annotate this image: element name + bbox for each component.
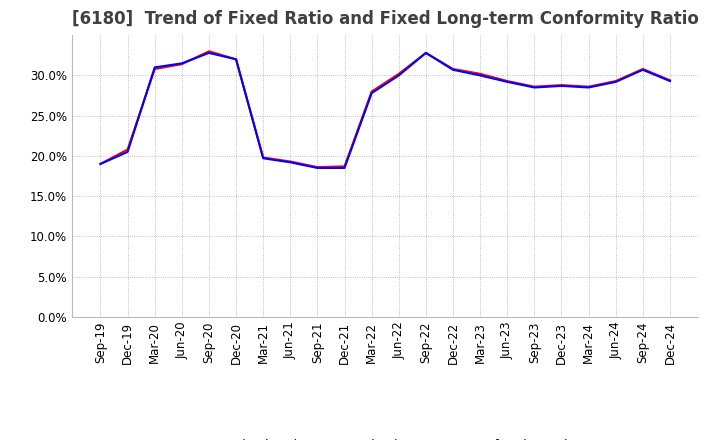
Fixed Ratio <box>204 50 213 55</box>
Fixed Ratio <box>259 156 268 161</box>
Fixed Long-term Conformity Ratio <box>557 82 566 88</box>
Fixed Ratio <box>150 65 159 70</box>
Fixed Ratio <box>476 73 485 78</box>
Fixed Ratio <box>313 165 322 171</box>
Fixed Long-term Conformity Ratio <box>232 57 240 62</box>
Fixed Long-term Conformity Ratio <box>421 50 430 55</box>
Legend: Fixed Ratio, Fixed Long-term Conformity Ratio: Fixed Ratio, Fixed Long-term Conformity … <box>190 434 580 440</box>
Fixed Long-term Conformity Ratio <box>286 159 294 164</box>
Fixed Long-term Conformity Ratio <box>584 84 593 89</box>
Line: Fixed Long-term Conformity Ratio: Fixed Long-term Conformity Ratio <box>101 51 670 167</box>
Fixed Ratio <box>557 83 566 88</box>
Fixed Long-term Conformity Ratio <box>123 147 132 152</box>
Line: Fixed Ratio: Fixed Ratio <box>101 53 670 168</box>
Fixed Ratio <box>449 67 457 73</box>
Fixed Long-term Conformity Ratio <box>150 66 159 72</box>
Fixed Long-term Conformity Ratio <box>313 165 322 170</box>
Fixed Ratio <box>232 57 240 62</box>
Fixed Ratio <box>665 78 674 84</box>
Fixed Long-term Conformity Ratio <box>503 78 511 84</box>
Fixed Long-term Conformity Ratio <box>341 164 349 169</box>
Fixed Long-term Conformity Ratio <box>476 71 485 77</box>
Fixed Ratio <box>530 85 539 90</box>
Fixed Ratio <box>286 160 294 165</box>
Fixed Long-term Conformity Ratio <box>96 161 105 167</box>
Fixed Ratio <box>395 73 403 78</box>
Fixed Ratio <box>123 149 132 154</box>
Fixed Long-term Conformity Ratio <box>665 77 674 83</box>
Fixed Long-term Conformity Ratio <box>395 71 403 77</box>
Fixed Long-term Conformity Ratio <box>639 66 647 72</box>
Fixed Long-term Conformity Ratio <box>449 66 457 72</box>
Fixed Ratio <box>584 85 593 90</box>
Fixed Long-term Conformity Ratio <box>530 84 539 89</box>
Fixed Ratio <box>421 50 430 55</box>
Fixed Long-term Conformity Ratio <box>367 89 376 94</box>
Fixed Ratio <box>503 79 511 84</box>
Fixed Ratio <box>178 61 186 66</box>
Fixed Ratio <box>96 161 105 167</box>
Fixed Long-term Conformity Ratio <box>178 62 186 67</box>
Fixed Ratio <box>367 91 376 96</box>
Fixed Ratio <box>639 67 647 73</box>
Fixed Ratio <box>611 79 620 84</box>
Fixed Long-term Conformity Ratio <box>611 78 620 84</box>
Title: [6180]  Trend of Fixed Ratio and Fixed Long-term Conformity Ratio: [6180] Trend of Fixed Ratio and Fixed Lo… <box>72 10 698 28</box>
Fixed Ratio <box>341 165 349 171</box>
Fixed Long-term Conformity Ratio <box>259 155 268 160</box>
Fixed Long-term Conformity Ratio <box>204 49 213 54</box>
